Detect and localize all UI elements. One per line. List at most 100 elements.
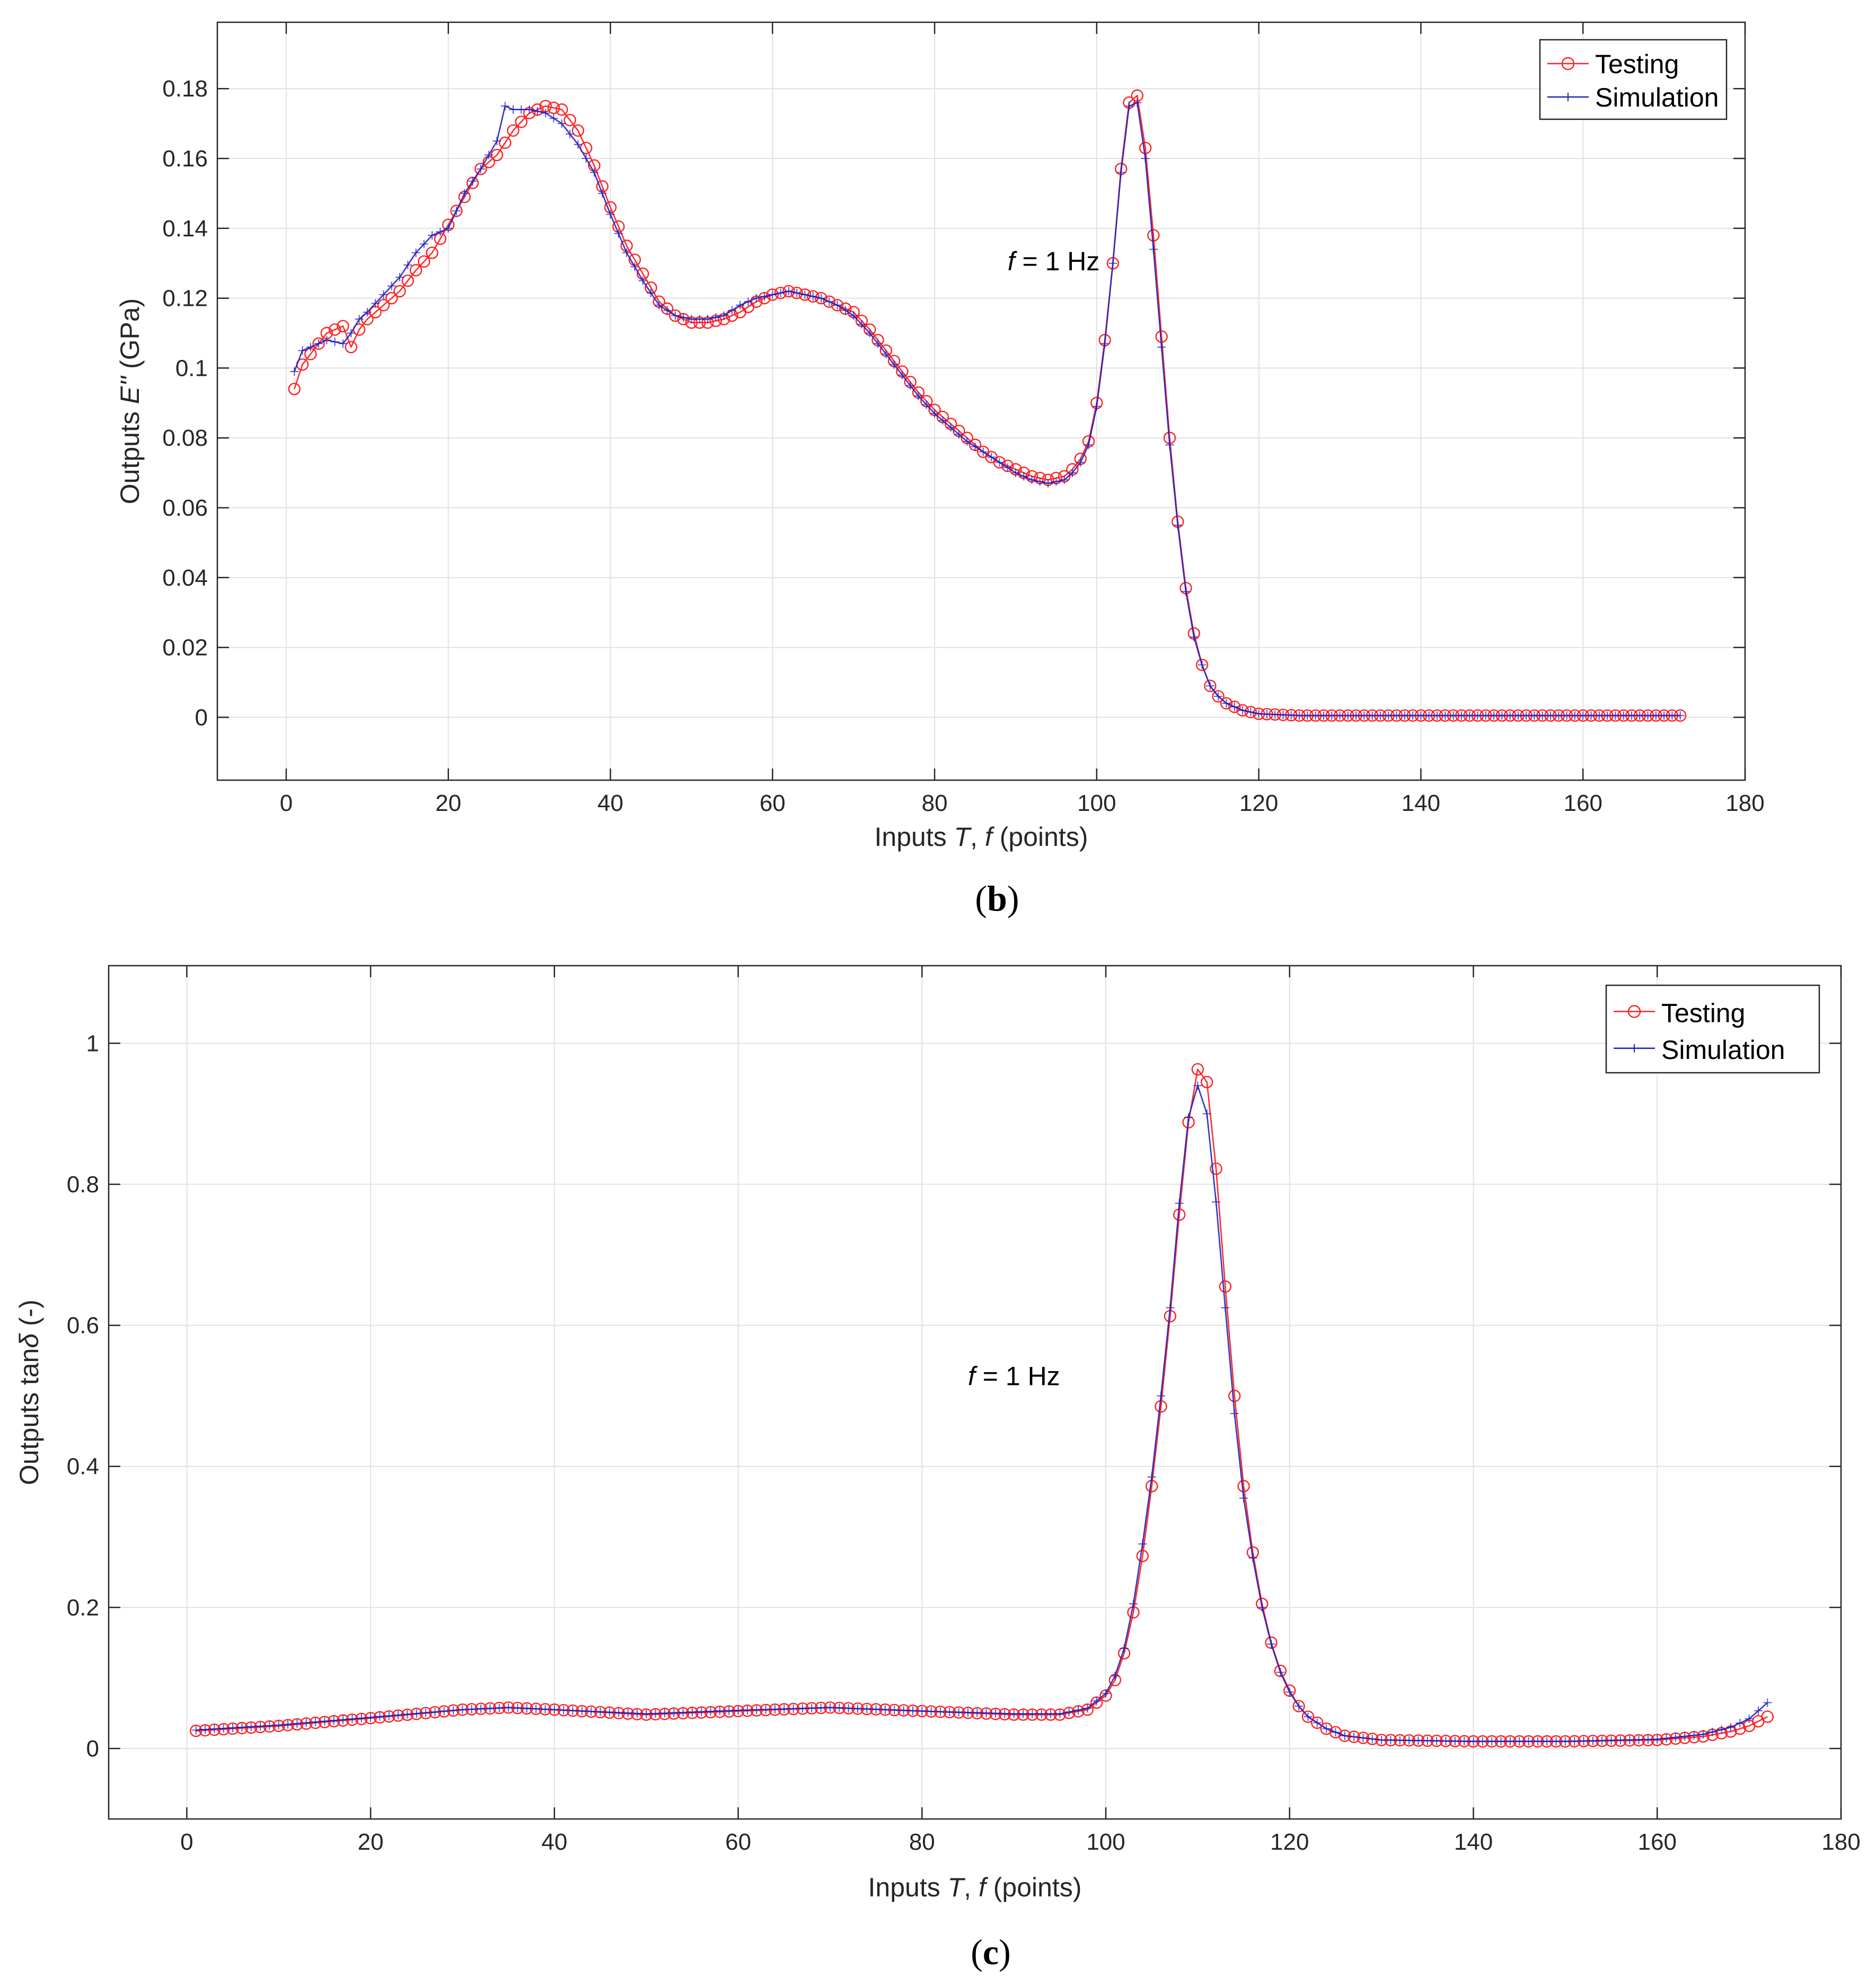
data-point-simulation	[509, 105, 518, 114]
data-point-simulation	[630, 262, 639, 271]
data-point-testing	[640, 1708, 653, 1721]
data-point-simulation	[695, 315, 704, 324]
data-point-testing	[288, 383, 301, 395]
data-point-simulation	[862, 1705, 871, 1714]
data-point-simulation	[1726, 1723, 1735, 1732]
data-point-testing	[823, 295, 836, 308]
data-point-simulation	[1505, 711, 1514, 720]
data-point-testing	[385, 292, 398, 305]
data-point-testing	[547, 101, 560, 114]
data-point-simulation	[347, 329, 356, 338]
data-point-simulation	[1668, 711, 1677, 720]
data-point-simulation	[1068, 469, 1077, 478]
data-point-simulation	[1505, 1737, 1514, 1746]
data-point-simulation	[1055, 1709, 1064, 1718]
data-point-simulation	[495, 1703, 504, 1712]
x-tick-label: 160	[1564, 790, 1602, 816]
data-point-simulation	[582, 154, 591, 163]
data-point-simulation	[1607, 1736, 1616, 1745]
data-point-simulation	[1543, 1737, 1552, 1746]
data-point-simulation	[1173, 520, 1182, 529]
data-point-simulation	[1680, 1732, 1689, 1741]
data-point-testing	[345, 341, 357, 354]
data-point-testing	[1311, 1716, 1324, 1729]
data-point-simulation	[1469, 1737, 1478, 1746]
data-point-simulation	[1319, 711, 1328, 720]
data-point-simulation	[1294, 1702, 1303, 1711]
data-point-simulation	[1465, 711, 1474, 720]
data-point-simulation	[371, 299, 380, 308]
x-tick-label: 20	[358, 1829, 384, 1855]
data-point-testing	[1210, 1162, 1222, 1175]
data-point-simulation	[476, 164, 485, 173]
data-point-simulation	[646, 288, 655, 297]
x-tick-label: 80	[909, 1829, 935, 1855]
data-point-simulation	[752, 294, 761, 303]
data-point-simulation	[1350, 1732, 1359, 1741]
data-point-testing	[190, 1724, 202, 1737]
data-point-simulation	[1450, 1737, 1459, 1746]
data-point-simulation	[1745, 1715, 1754, 1724]
y-tick-label: 0.1	[175, 355, 208, 381]
data-point-simulation	[577, 1707, 586, 1716]
data-point-simulation	[1570, 1737, 1579, 1746]
data-point-simulation	[697, 1707, 706, 1716]
data-point-simulation	[1279, 710, 1288, 719]
data-point-testing	[474, 163, 487, 175]
data-point-simulation	[679, 313, 688, 322]
y-label-prefix: Outputs	[115, 404, 145, 504]
data-point-simulation	[1360, 711, 1369, 720]
data-point-simulation	[1392, 711, 1401, 720]
data-point-simulation	[1368, 1734, 1377, 1743]
data-point-simulation	[655, 301, 664, 310]
data-point-simulation	[201, 1725, 210, 1734]
data-point-simulation	[776, 288, 785, 297]
data-point-simulation	[1003, 463, 1012, 472]
data-point-simulation	[1634, 1735, 1643, 1744]
data-point-simulation	[1561, 1737, 1570, 1746]
data-point-simulation	[1009, 1709, 1018, 1718]
data-point-simulation	[1643, 711, 1652, 720]
data-point-simulation	[1376, 711, 1385, 720]
data-point-simulation	[1083, 1704, 1092, 1713]
data-point-simulation	[517, 105, 526, 114]
data-point-simulation	[768, 290, 777, 299]
data-point-simulation	[485, 151, 494, 160]
data-point-testing	[571, 124, 585, 137]
data-point-simulation	[1239, 1494, 1248, 1503]
y-tick-label: 0.2	[67, 1595, 99, 1621]
data-point-simulation	[1222, 699, 1231, 708]
data-point-simulation	[468, 176, 477, 186]
data-point-simulation	[1027, 475, 1036, 484]
y-tick-label: 0.12	[162, 286, 208, 312]
data-point-simulation	[706, 1707, 715, 1716]
data-point-simulation	[525, 105, 534, 114]
legend-box	[1539, 39, 1728, 120]
y-tick-label: 0	[86, 1736, 99, 1762]
annotation-value: = 1 Hz	[975, 1362, 1060, 1391]
data-point-simulation	[1643, 1735, 1652, 1744]
data-point-simulation	[760, 292, 769, 301]
data-point-simulation	[379, 290, 388, 299]
data-point-simulation	[1276, 1668, 1285, 1677]
data-point-simulation	[744, 297, 753, 306]
data-point-simulation	[589, 168, 598, 177]
data-point-simulation	[566, 129, 575, 138]
data-point-simulation	[1147, 1472, 1156, 1481]
data-point-simulation	[918, 1707, 927, 1716]
data-point-testing	[1136, 1549, 1149, 1562]
data-point-simulation	[329, 1716, 338, 1725]
data-point-testing	[450, 205, 463, 217]
axes-frame	[216, 21, 1746, 781]
data-point-simulation	[284, 1720, 293, 1729]
data-point-simulation	[1267, 1640, 1276, 1649]
data-point-testing	[782, 285, 795, 298]
data-point-simulation	[306, 342, 315, 351]
data-point-simulation	[1708, 1727, 1717, 1736]
data-point-testing	[1007, 1708, 1020, 1721]
data-point-simulation	[638, 276, 647, 285]
data-point-simulation	[290, 367, 299, 376]
x-label-var-t: T	[948, 1873, 966, 1902]
data-point-simulation	[719, 311, 728, 320]
data-point-simulation	[897, 370, 906, 379]
